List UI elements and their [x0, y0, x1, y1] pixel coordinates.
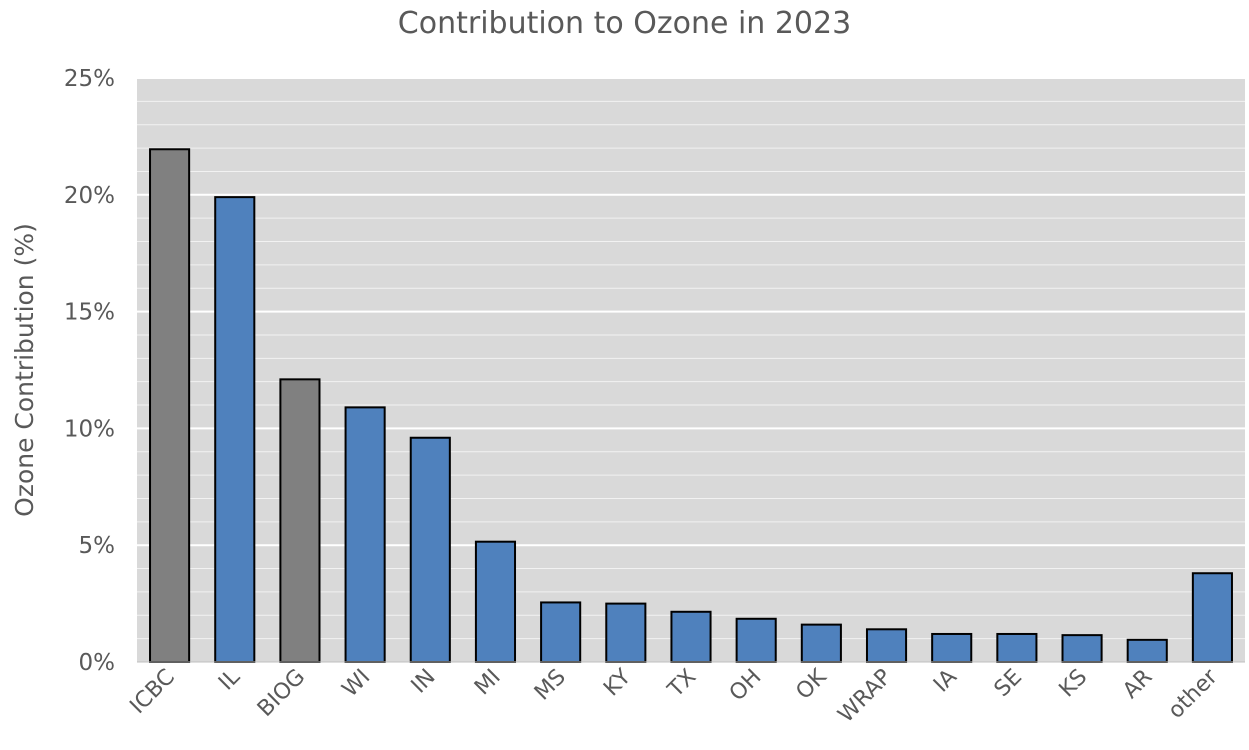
- minor-gridlines: [137, 100, 1245, 640]
- bar-ky: [605, 602, 647, 663]
- x-tick-label: other: [1164, 664, 1224, 724]
- bar-ok: [800, 623, 842, 664]
- bar-icbc: [149, 148, 191, 664]
- y-tick-label: 0%: [79, 650, 116, 676]
- chart-title: Contribution to Ozone in 2023: [397, 6, 852, 41]
- x-tick-label: KS: [1055, 665, 1093, 703]
- bar-ar: [1126, 638, 1168, 663]
- bar-ks: [1061, 634, 1103, 663]
- bar-il: [214, 196, 256, 664]
- plot-area: [137, 78, 1245, 662]
- x-tick-label: BIOG: [253, 665, 310, 722]
- x-tick-label: IL: [214, 664, 245, 695]
- bar-ms: [540, 601, 582, 664]
- y-tick-label: 5%: [79, 533, 116, 559]
- y-tick-label: 25%: [64, 66, 115, 92]
- x-tick-label: OK: [791, 664, 832, 705]
- x-tick-label: AR: [1118, 665, 1157, 704]
- bar-wi: [344, 406, 386, 663]
- bar-other: [1191, 572, 1233, 663]
- bar-se: [996, 632, 1038, 664]
- x-tick-label: OH: [725, 665, 767, 707]
- y-tick-label: 15%: [64, 300, 115, 326]
- x-tick-label: SE: [990, 665, 1027, 702]
- y-axis-tick-labels: 0% 5% 10% 15% 20% 25%: [64, 66, 115, 676]
- bar-wrap: [865, 628, 908, 664]
- x-tick-label: MI: [470, 665, 506, 701]
- bars-group: [149, 148, 1233, 664]
- y-axis-label: Ozone Contribution (%): [10, 223, 39, 517]
- bar-oh: [735, 617, 777, 663]
- bar-biog: [279, 378, 321, 663]
- x-tick-label: WRAP: [834, 665, 897, 728]
- x-tick-label: MS: [530, 665, 571, 706]
- x-tick-label: ICBC: [125, 665, 179, 719]
- y-tick-label: 20%: [64, 183, 115, 209]
- major-gridlines: [137, 77, 1245, 547]
- x-tick-label: KY: [599, 664, 636, 701]
- x-tick-label: IA: [929, 665, 962, 698]
- bar-in: [409, 436, 451, 663]
- x-tick-label: WI: [338, 665, 376, 703]
- y-tick-label: 10%: [64, 416, 115, 442]
- bar-tx: [670, 610, 712, 663]
- bar-mi: [474, 540, 517, 663]
- x-axis-tick-labels: ICBC IL BIOG WI IN MI MS KY TX OH OK WRAP IA SE KS AR ot…: [125, 664, 1223, 728]
- bar-ia: [931, 632, 973, 664]
- x-tick-label: IN: [407, 665, 441, 699]
- x-tick-label: TX: [663, 665, 702, 704]
